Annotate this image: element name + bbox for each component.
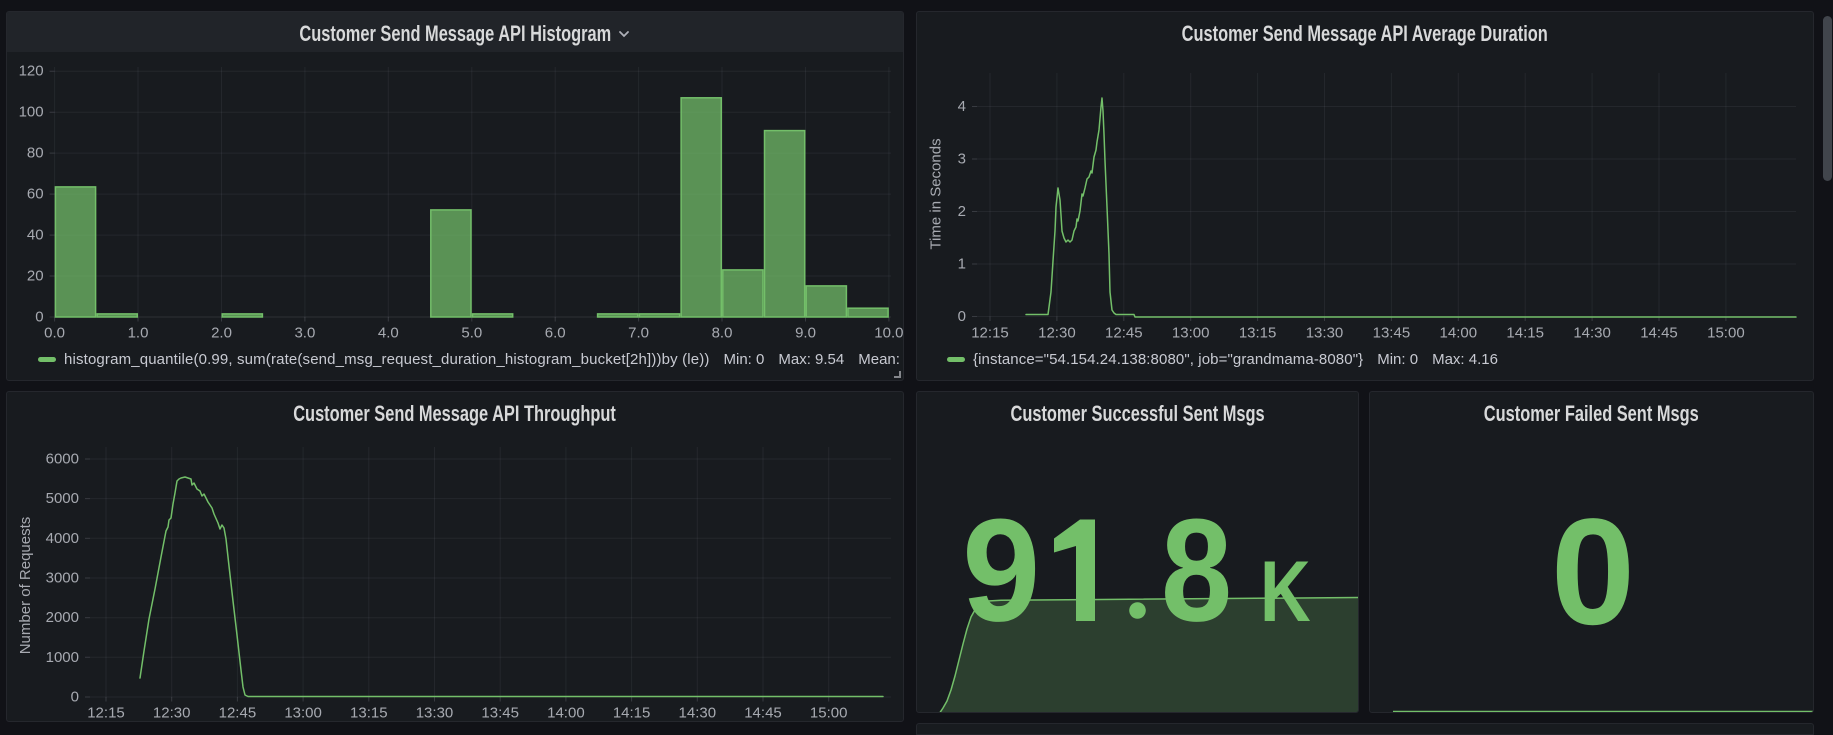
svg-text:14:15: 14:15 [1506,325,1544,342]
svg-text:Number of Requests: Number of Requests [17,517,34,655]
svg-text:14:45: 14:45 [1640,325,1678,342]
svg-text:2.0: 2.0 [211,325,232,342]
svg-text:2: 2 [958,203,966,220]
svg-text:40: 40 [27,227,44,244]
svg-text:14:00: 14:00 [547,705,585,722]
svg-text:120: 120 [19,63,44,80]
svg-text:20: 20 [27,268,44,285]
svg-text:13:45: 13:45 [481,705,519,722]
svg-text:9.0: 9.0 [795,325,816,342]
svg-text:12:15: 12:15 [87,705,125,722]
svg-text:15:00: 15:00 [810,705,848,722]
svg-text:4: 4 [958,98,966,115]
svg-text:1: 1 [958,256,966,273]
svg-text:1000: 1000 [46,649,79,666]
svg-text:13:30: 13:30 [1306,325,1344,342]
svg-text:10.0: 10.0 [874,325,903,342]
svg-text:12:45: 12:45 [1105,325,1143,342]
svg-text:12:30: 12:30 [1038,325,1076,342]
svg-text:0.0: 0.0 [44,325,65,342]
svg-text:13:15: 13:15 [350,705,388,722]
svg-text:13:30: 13:30 [416,705,454,722]
svg-text:13:15: 13:15 [1239,325,1277,342]
svg-text:0: 0 [35,309,43,326]
svg-text:0: 0 [958,308,966,325]
svg-text:14:00: 14:00 [1440,325,1478,342]
svg-text:13:45: 13:45 [1373,325,1411,342]
svg-text:14:15: 14:15 [613,705,651,722]
svg-text:14:30: 14:30 [679,705,717,722]
svg-text:3.0: 3.0 [294,325,315,342]
svg-text:4000: 4000 [46,530,79,547]
svg-text:7.0: 7.0 [628,325,649,342]
svg-text:12:15: 12:15 [971,325,1009,342]
svg-text:80: 80 [27,145,44,162]
svg-text:100: 100 [19,104,44,121]
svg-text:1.0: 1.0 [128,325,149,342]
svg-text:K: K [1260,544,1311,640]
svg-text:14:30: 14:30 [1573,325,1611,342]
svg-text:5.0: 5.0 [461,325,482,342]
svg-text:0: 0 [1551,488,1635,657]
svg-text:13:00: 13:00 [1172,325,1210,342]
svg-text:3: 3 [958,151,966,168]
svg-text:15:00: 15:00 [1707,325,1745,342]
svg-text:8.0: 8.0 [712,325,733,342]
svg-text:6.0: 6.0 [545,325,566,342]
svg-text:60: 60 [27,186,44,203]
svg-text:12:45: 12:45 [219,705,257,722]
svg-text:4.0: 4.0 [378,325,399,342]
svg-text:8: 8 [1161,489,1232,652]
svg-text:2000: 2000 [46,609,79,626]
svg-text:14:45: 14:45 [744,705,782,722]
svg-text:Time in Seconds: Time in Seconds [928,138,945,249]
svg-text:5000: 5000 [46,490,79,507]
svg-text:13:00: 13:00 [284,705,322,722]
svg-text:12:30: 12:30 [153,705,191,722]
svg-text:9: 9 [962,489,1040,652]
svg-text:6000: 6000 [46,451,79,468]
svg-text:0: 0 [71,689,79,706]
svg-text:3000: 3000 [46,570,79,587]
